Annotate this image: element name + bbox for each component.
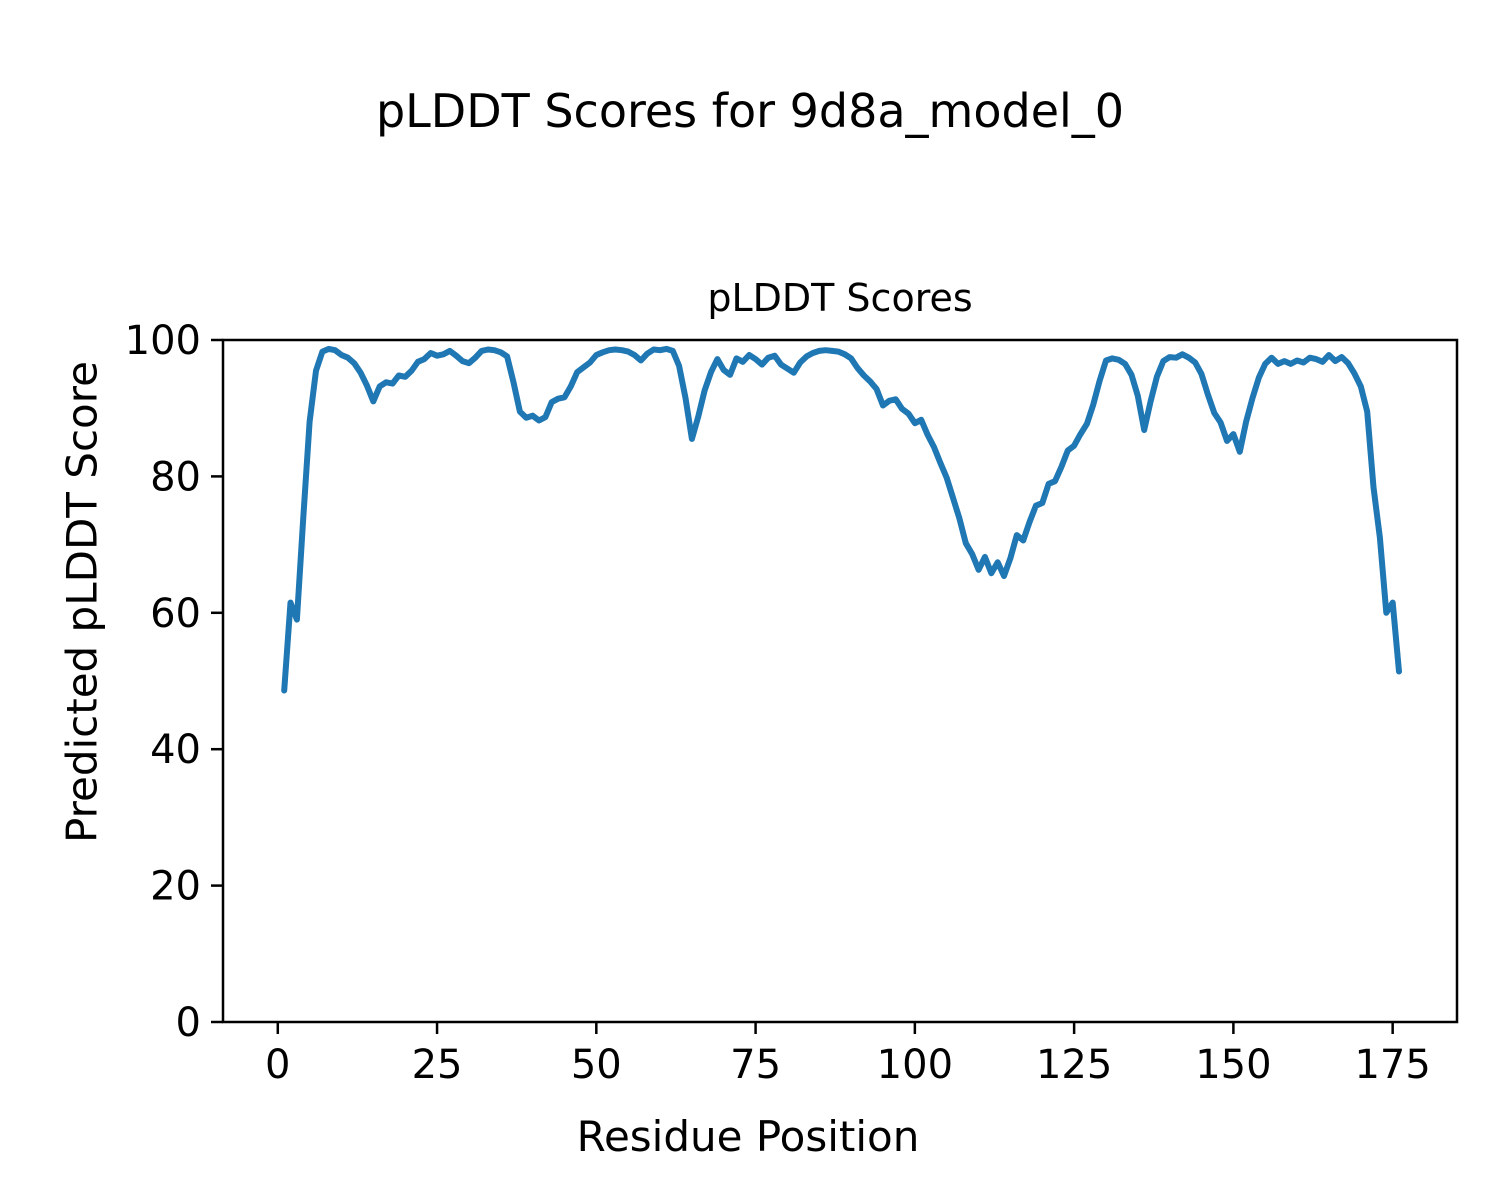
y-tick-label: 100: [125, 318, 201, 364]
x-tick-label: 125: [1036, 1042, 1112, 1088]
y-tick-label: 20: [150, 864, 201, 910]
y-axis-label: Predicted pLDDT Score: [57, 361, 107, 843]
y-tick-label: 80: [150, 454, 201, 500]
y-tick-label: 0: [176, 1000, 201, 1046]
axes-title: pLDDT Scores: [707, 276, 973, 320]
x-tick-label: 50: [571, 1042, 622, 1088]
x-tick-label: 150: [1195, 1042, 1271, 1088]
x-tick-label: 175: [1354, 1042, 1430, 1088]
y-tick-label: 40: [150, 727, 201, 773]
x-tick-label: 100: [877, 1042, 953, 1088]
axis-ticks: 0 25 50 75 100 125 150 175 0 20 40 60 80 100: [125, 318, 1431, 1088]
axes-frame: [221, 338, 1459, 1024]
plddt-score-line: [281, 345, 1402, 694]
axes-spines: [221, 338, 1459, 1024]
x-tick-label: 75: [730, 1042, 781, 1088]
y-tick-label: 60: [150, 591, 201, 637]
plddt-line-series: [281, 345, 1402, 694]
figure-title: pLDDT Scores for 9d8a_model_0: [375, 84, 1125, 138]
x-tick-label: 0: [265, 1042, 290, 1088]
x-axis-label: Residue Position: [576, 1112, 920, 1161]
x-tick-label: 25: [412, 1042, 463, 1088]
